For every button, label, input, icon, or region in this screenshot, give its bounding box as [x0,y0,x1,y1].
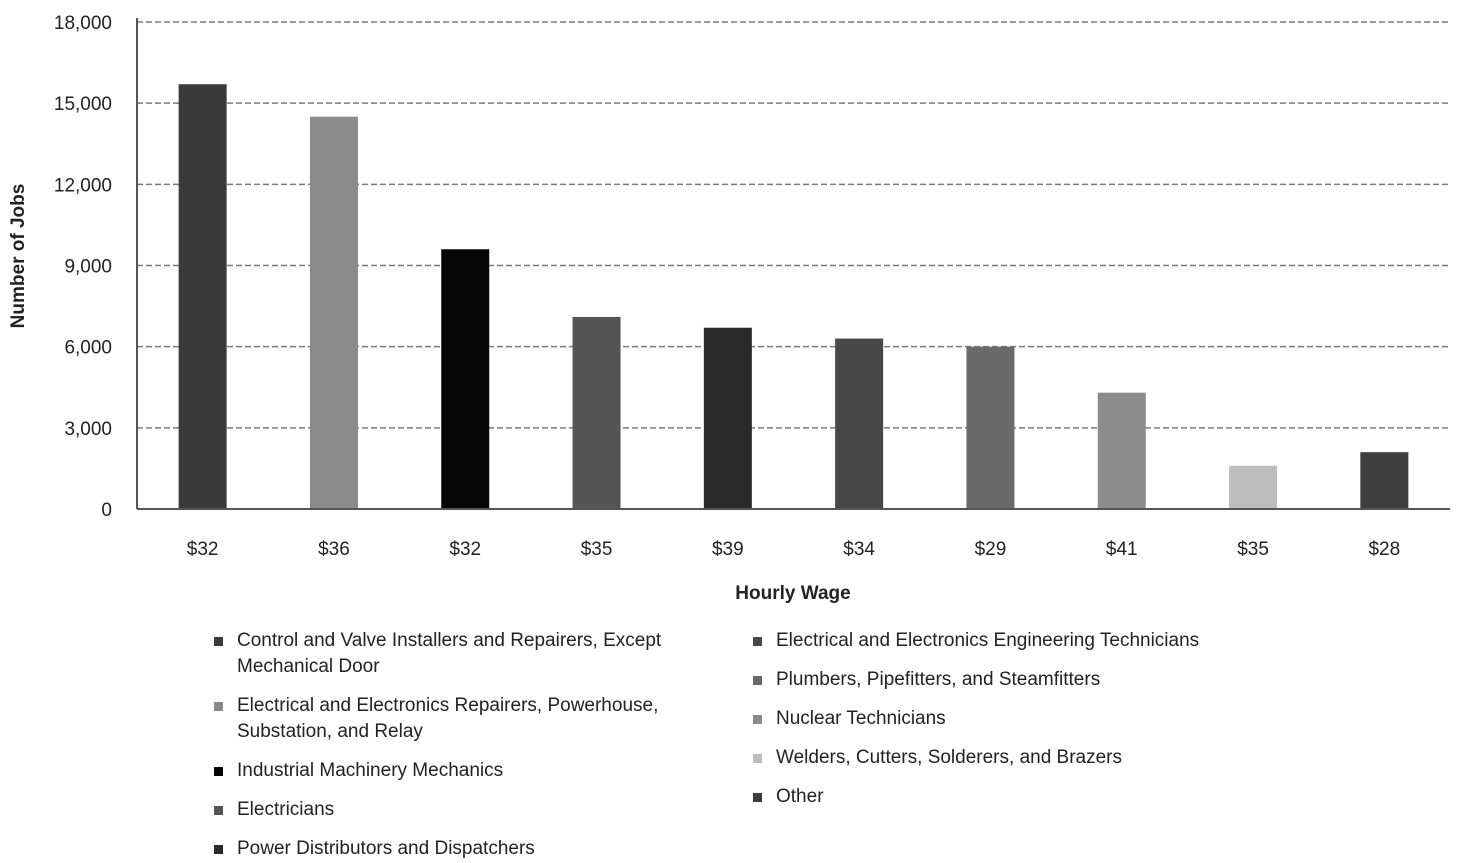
bar [179,84,227,509]
x-tick-label: $29 [975,539,1007,560]
bar [573,317,621,509]
bar [835,339,883,509]
y-tick-label: 18,000 [54,13,112,34]
bar [1229,466,1277,509]
x-tick-label: $35 [1237,539,1269,560]
x-tick-label: $41 [1106,539,1138,560]
x-tick-label: $32 [449,539,481,560]
x-axis-title: Hourly Wage [735,583,850,604]
y-tick-label: 3,000 [64,419,112,440]
y-tick-label: 0 [101,500,112,521]
y-tick-label: 9,000 [64,257,112,278]
y-tick-label: 15,000 [54,94,112,115]
bar [704,328,752,509]
y-tick-labels: 0 3,000 6,000 9,000 12,000 15,000 18,000 [54,13,112,521]
y-axis-title: Number of Jobs [8,184,29,329]
x-tick-label: $36 [318,539,350,560]
bars [179,84,1409,509]
y-tick-label: 12,000 [54,175,112,196]
x-tick-label: $39 [712,539,744,560]
bar [966,347,1014,509]
x-tick-labels: $32 $36 $32 $35 $39 $34 $29 $41 $35 $28 [187,539,1400,560]
x-tick-label: $28 [1368,539,1400,560]
x-tick-label: $34 [843,539,875,560]
y-tick-label: 6,000 [64,338,112,359]
bar [1360,452,1408,509]
bar [310,117,358,509]
x-tick-label: $32 [187,539,219,560]
bar [1098,393,1146,509]
bar [441,249,489,509]
x-tick-label: $35 [581,539,613,560]
